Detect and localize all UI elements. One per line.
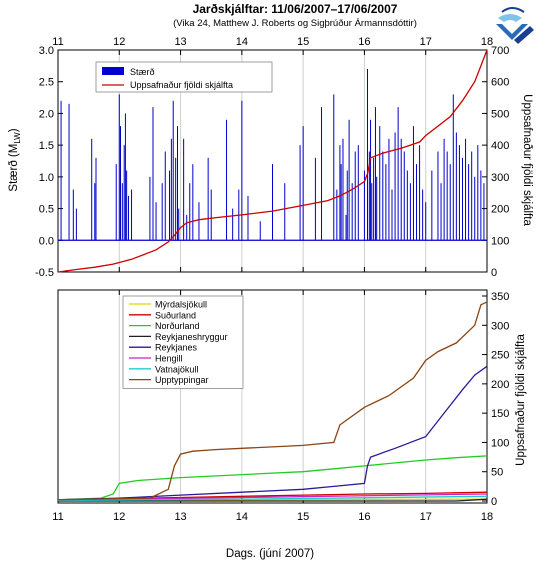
y2-axis-label-bottom: Uppsafnaður fjöldi skjálfta <box>515 334 527 466</box>
x-tick-label-top: 14 <box>236 36 248 48</box>
legend-label-series-7: Upptyppingar <box>155 375 209 385</box>
y2-axis-label-top: Uppsafnaður fjöldi skjálfta <box>521 94 533 226</box>
x-tick-label-bottom: 15 <box>297 511 309 523</box>
y-tick-label: 2.0 <box>39 108 54 120</box>
y2-tick-label: 400 <box>491 140 509 152</box>
x-tick-label-top: 17 <box>420 36 432 48</box>
legend-box <box>95 61 273 93</box>
y2-tick-label: 200 <box>491 204 509 216</box>
plot-frame <box>57 49 488 273</box>
y-tick-label: 0.0 <box>39 235 54 247</box>
y-tick-label: 3.0 <box>39 45 54 57</box>
y-tick-label: 1.5 <box>39 140 54 152</box>
x-tick-label-bottom: 13 <box>174 511 186 523</box>
y2-tick-label: 0 <box>491 267 497 279</box>
x-tick-label-top: 11 <box>52 36 63 48</box>
x-tick-label-bottom: 18 <box>481 511 493 523</box>
y2-tick-label: 50 <box>491 467 503 479</box>
y2-tick-label: 150 <box>491 408 509 420</box>
figure-title: Jarðskjálftar: 11/06/2007–17/06/2007 <box>193 2 398 16</box>
vedurstofa-logo <box>496 7 534 44</box>
legend-label-series-5: Hengill <box>155 354 183 364</box>
y2-tick-label: 700 <box>491 45 509 57</box>
legend-bottom: MýrdalsjökullSuðurlandNorðurlandReykjane… <box>122 295 244 389</box>
y2-tick-label: 600 <box>491 77 509 89</box>
legend-label-series-0: Mýrdalsjökull <box>155 300 207 310</box>
y-tick-label: 0.5 <box>39 204 54 216</box>
y2-tick-label: 300 <box>491 172 509 184</box>
legend-label-cumulative: Uppsafnaður fjöldi skjálfta <box>130 80 233 90</box>
y2-tick-label: 500 <box>491 108 509 120</box>
legend-label-series-6: Vatnajökull <box>155 364 198 374</box>
legend-label-series-3: Reykjaneshryggur <box>155 332 228 342</box>
x-tick-label-top: 12 <box>113 36 125 48</box>
y2-tick-label: 100 <box>491 235 509 247</box>
legend-top: Stærð Uppsafnaður fjöldi skjálfta <box>95 61 273 93</box>
series-line-2 <box>57 455 488 501</box>
series-line-3 <box>58 498 488 502</box>
x-tick-label-bottom: 16 <box>358 511 370 523</box>
x-tick-label-top: 13 <box>174 36 186 48</box>
legend-box <box>122 295 244 389</box>
y2-tick-label: 100 <box>491 437 509 449</box>
y-tick-label: 2.5 <box>39 77 54 89</box>
y2-tick-label: 200 <box>491 379 509 391</box>
series-line-6 <box>57 495 488 502</box>
x-tick-label-bottom: 17 <box>420 511 432 523</box>
legend-label-series-4: Reykjanes <box>155 343 198 353</box>
series-line-7 <box>57 301 488 501</box>
x-tick-label-bottom: 14 <box>236 511 248 523</box>
cumulative-panel: 11 12 13 14 15 16 17 18 0 50 100 150 200 250 300 350 Mýr… <box>52 289 509 523</box>
figure-subtitle: (Vika 24, Matthew J. Roberts og Sigþrúðu… <box>173 18 417 29</box>
legend-label-series-2: Norðurland <box>155 321 200 331</box>
y2-tick-label: 350 <box>491 291 509 303</box>
x-tick-label-top: 18 <box>481 36 493 48</box>
x-tick-label-top: 16 <box>358 36 370 48</box>
legend-label-magnitude: Stærð <box>130 67 155 77</box>
y-axis-label-magnitude: Stærð (MLW) <box>8 128 22 191</box>
x-axis-label: Dags. (júní 2007) <box>226 548 314 560</box>
y-tick-label: -0.5 <box>35 267 54 279</box>
y2-tick-label: 250 <box>491 350 509 362</box>
y2-tick-label: 0 <box>491 496 497 508</box>
y2-tick-label: 300 <box>491 320 509 332</box>
x-tick-label-bottom: 12 <box>113 511 125 523</box>
y-tick-label: 1.0 <box>39 172 54 184</box>
series-line-4 <box>57 365 488 501</box>
legend-label-series-1: Suðurland <box>155 310 196 320</box>
plot-frame <box>57 289 488 504</box>
legend-swatch-magnitude <box>102 67 124 75</box>
cumulative-count-line <box>57 49 488 273</box>
magnitude-panel: 11 12 13 14 15 16 17 18 -0.5 0.0 0.5 1.0 1.5 2.0 2.5 3.… <box>35 36 509 279</box>
x-tick-label-top: 15 <box>297 36 309 48</box>
x-tick-label-bottom: 11 <box>52 511 63 523</box>
